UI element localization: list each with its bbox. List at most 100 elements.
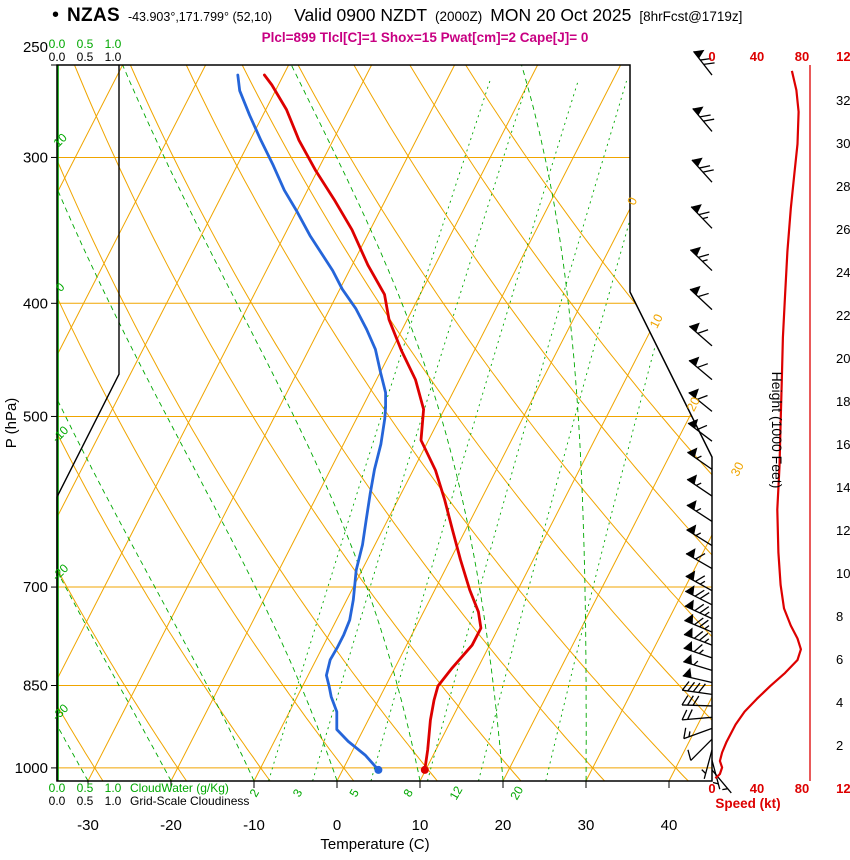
height-tick-label: 26 [836,222,850,237]
temp-tick-label: -30 [77,817,99,834]
cloudwater-axis-title: CloudWater (g/Kg) [130,781,229,795]
mixing-ratio-line [268,80,491,781]
adiabat-label: 10 [50,130,70,150]
pressure-tick-label: 300 [23,149,48,166]
height-tick-label: 20 [836,351,850,366]
pressure-tick-label: 400 [23,295,48,312]
height-tick-label: 32 [836,93,850,108]
station-id: NZAS [67,5,120,26]
cloudiness-axis-title: Grid-Scale Cloudiness [130,794,249,808]
mixing-ratio-label: 5 [346,786,362,799]
mixing-ratio-line [545,80,712,781]
adiabat-label: -30 [49,701,71,723]
mixing-ratio-label: 20 [507,783,526,802]
moist-adiabat-line [57,65,338,781]
plot-frame [56,64,713,782]
x-axis-title: Temperature (C) [320,836,429,853]
isotherm-line [336,65,705,781]
wind-barb [685,570,713,592]
mixing-ratio-line [478,80,671,781]
wind-barb [686,524,713,547]
cloudiness-scale-bottom: 0.5 [77,794,94,808]
mixing-ratio-label: 8 [401,786,417,799]
wind-barb [687,738,713,761]
dewpoint-curve-surface-dot [374,765,383,774]
dry-adiabat-line [74,65,522,781]
isotherm-line [87,65,456,781]
wind-barb [687,418,713,442]
isotherm-line [502,65,712,781]
temp-tick-label: 40 [661,817,678,834]
wind-barb [693,49,715,76]
mixing-ratio-line [370,80,579,781]
pressure-tick-label: 250 [23,39,48,56]
mixing-ratio-label: 3 [290,786,306,799]
dewpoint-curve [236,73,388,772]
height-tick-label: 10 [836,566,850,581]
temp-tick-label: 0 [333,817,341,834]
cloudwater-scale-top: 0.0 [49,37,66,51]
temp-tick-label: 30 [578,817,595,834]
isotherm-line [57,65,207,781]
pressure-tick-label: 500 [23,408,48,425]
dry-adiabat-line [57,65,104,781]
wind-barb [681,709,713,721]
cloudiness-scale-bottom: 0.0 [49,794,66,808]
dry-adiabat-line [57,65,438,781]
cloudiness-scale-top: 1.0 [105,50,122,64]
wind-barb [685,548,713,570]
speed-tick-label-bottom: 120 [836,781,850,796]
wind-barb [701,749,713,779]
valid-time: Valid 0900 NZDT [294,5,428,25]
chart-header: • NZAS -43.903°,171.799° (52,10) Valid 0… [52,5,742,27]
isotherm-line [253,65,622,781]
wind-barb [681,681,713,696]
adiabat-label: -10 [49,423,71,445]
dry-adiabat-line [129,65,605,781]
isotherm-line [57,65,124,781]
cloudwater-scale-bottom: 0.0 [49,781,66,795]
wind-barb [683,640,713,659]
dry-adiabat-line [57,65,271,781]
temperature-curve-surface-dot [420,765,429,774]
wind-barb-column [681,49,732,794]
isotherm-line [585,65,712,781]
wind-barb [683,727,713,740]
height-tick-label: 28 [836,179,850,194]
height-tick-label: 14 [836,480,850,495]
temp-tick-label: 20 [495,817,512,834]
pressure-tick-label: 850 [23,678,48,695]
dry-adiabat-line [185,65,689,781]
adiabat-label: -20 [49,561,71,583]
wind-barb [684,599,713,620]
station-coords: -43.903°,171.799° (52,10) [127,10,273,24]
dry-adiabat-line [241,65,712,781]
cloudiness-profile [56,65,120,781]
isotherm-line [170,65,539,781]
isotherm-line [419,65,712,781]
height-tick-label: 22 [836,308,850,323]
cloudiness-scale-top: 0.0 [49,50,66,64]
temp-tick-label: -10 [243,817,265,834]
wind-barb [688,322,713,347]
isotherm-label: 20 [684,395,703,414]
wind-barb [689,246,713,272]
dry-adiabat-line [353,65,712,781]
height-tick-label: 16 [836,437,850,452]
wind-barb [686,474,713,497]
speed-tick-label-top: 40 [750,49,764,64]
wind-barb [688,388,713,412]
wind-barb [692,106,715,132]
dry-adiabat-line [297,65,712,781]
temp-tick-label: 10 [412,817,429,834]
cloudwater-scale-top: 0.5 [77,37,94,51]
speed-tick-label-top: 0 [708,49,715,64]
mixing-ratio-label: 12 [447,783,466,802]
cloudiness-scale-bottom: 1.0 [105,794,122,808]
adiabat-label: 0 [53,280,68,295]
wind-barb [684,613,713,633]
height-tick-label: 4 [836,695,843,710]
dry-adiabat-line [57,65,187,781]
